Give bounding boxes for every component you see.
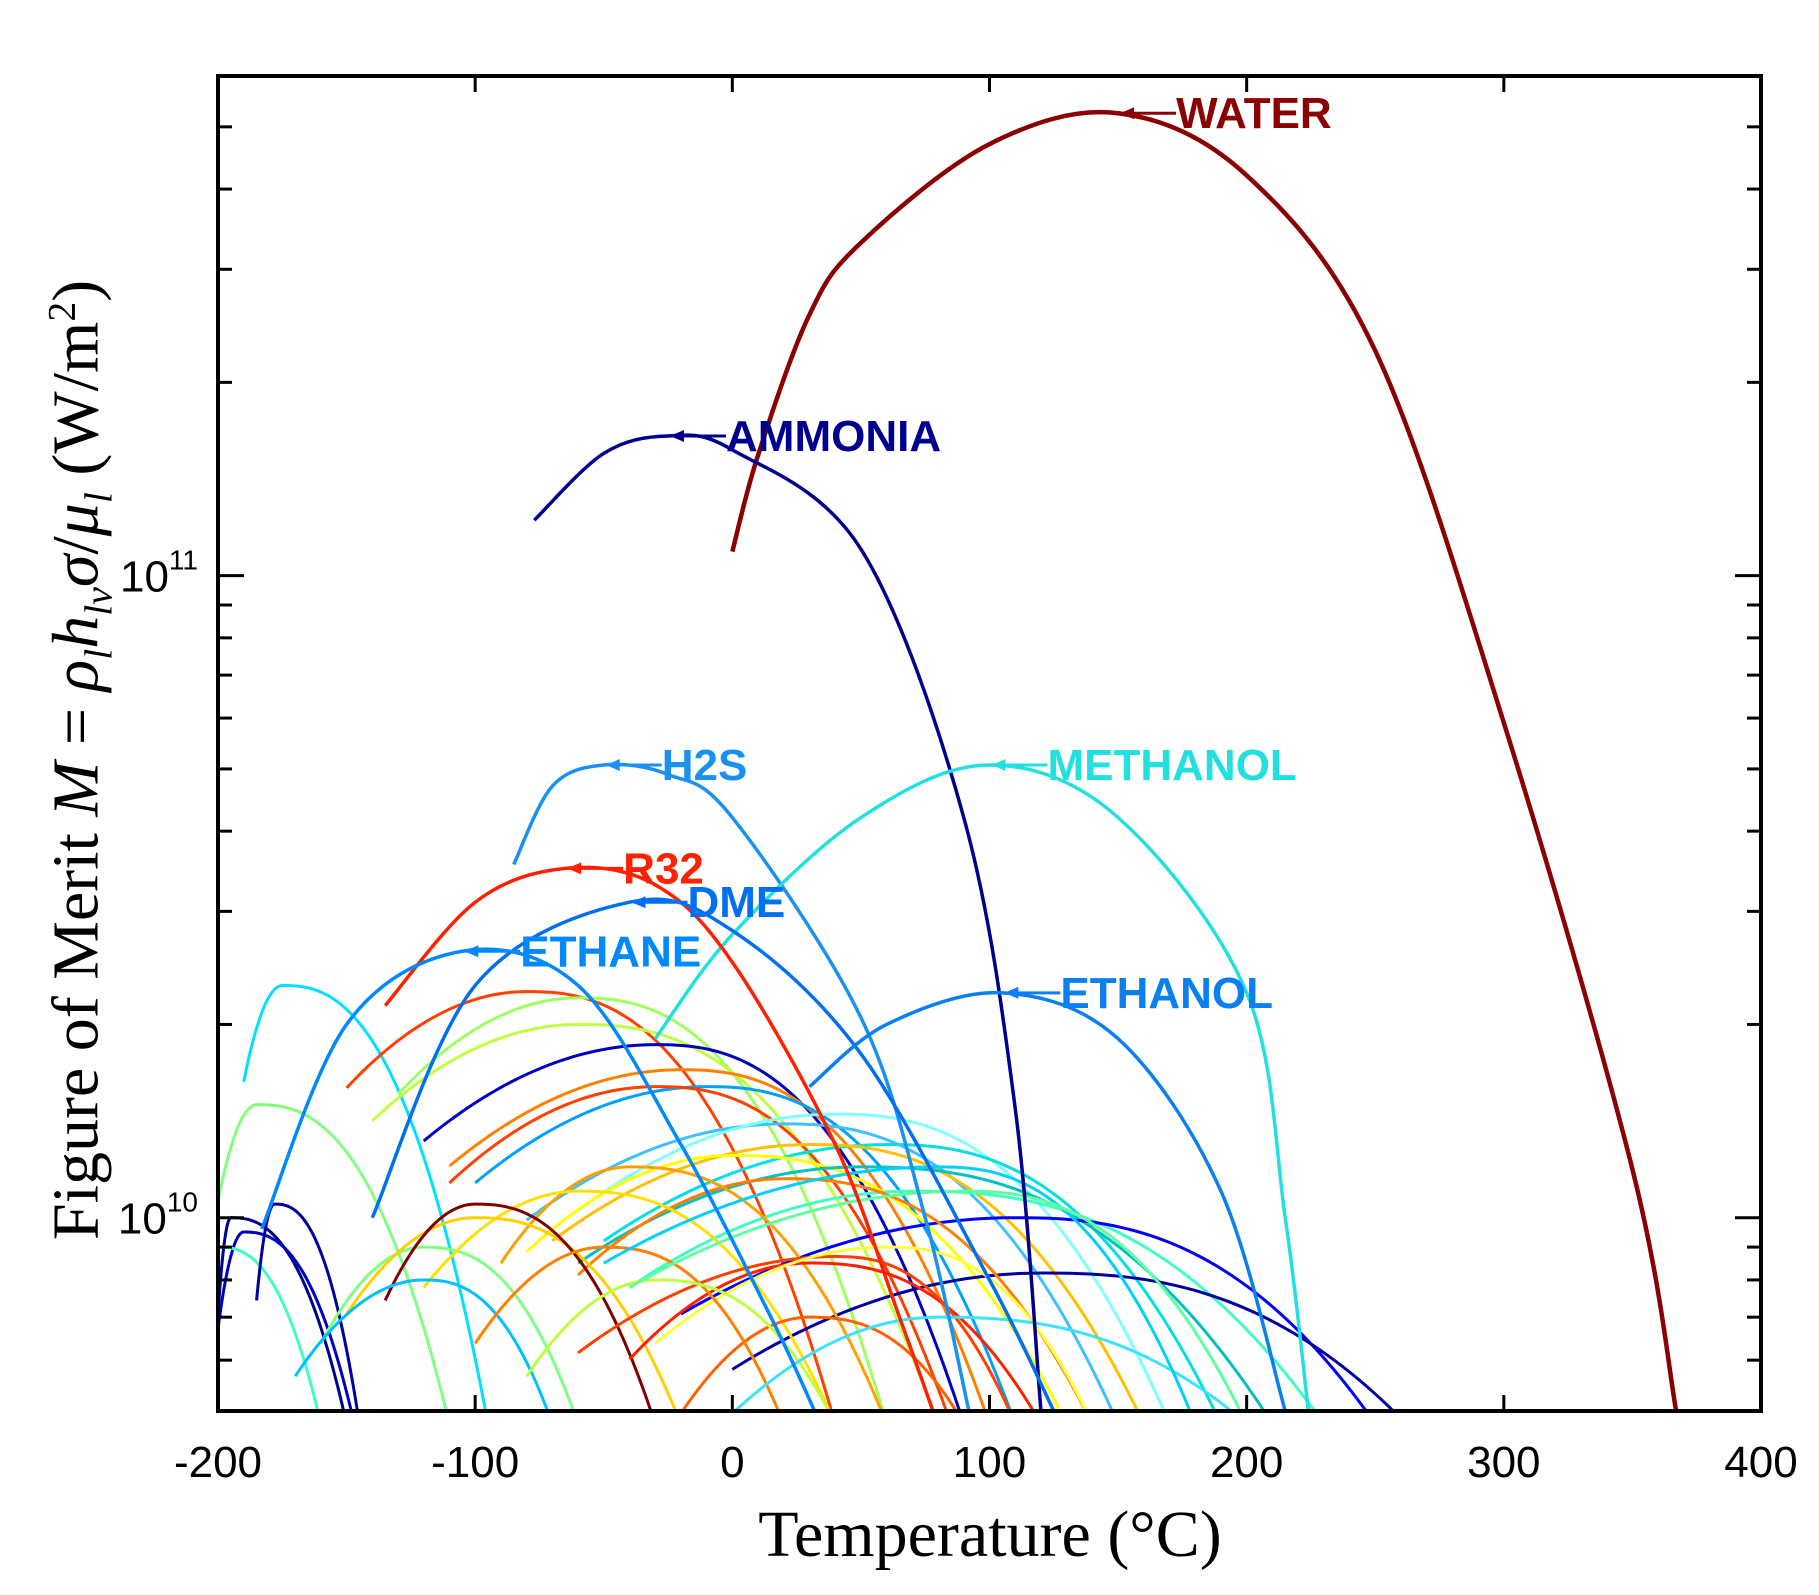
series-curve-8 [396,996,885,1411]
series-curve-h2s [512,762,971,1411]
series-curve-35 [732,1315,1234,1411]
arrow-head-icon [567,862,582,875]
series-curve-30 [680,1315,958,1411]
x-axis-label: Temperature (°C) [758,1498,1222,1571]
annotation-methanol: METHANOL [991,741,1297,790]
x-tick-label: 100 [953,1438,1026,1487]
arrow-head-icon [1004,986,1019,999]
series-curve-26 [345,1216,678,1411]
x-tick-label: -200 [174,1438,262,1487]
curve-label: ETHANE [520,927,701,976]
annotation-r32: R32 [567,844,704,893]
series-curve-23 [577,1177,1088,1411]
x-tick-label: 400 [1724,1438,1797,1487]
series-curve-12 [474,1085,1013,1411]
curves-layer [218,109,1679,1411]
arrow-head-icon [991,759,1006,772]
series-curve-ethane [260,947,817,1411]
curve-label: AMMONIA [726,412,941,461]
series-curve-16 [602,1143,1217,1411]
x-tick-label: 0 [720,1438,744,1487]
series-curve-methanol [653,763,1311,1411]
series-curve-25 [422,1189,832,1411]
arrow-head-icon [670,429,685,442]
series-curve-7 [345,990,834,1411]
curve-label: WATER [1176,89,1332,138]
series-curve-9 [371,1022,935,1411]
series-curve-36 [603,1165,1192,1411]
y-axis-label: Figure of Merit M = ρlhlvσ/μl (W/m2) [39,279,121,1241]
x-tick-label: 300 [1467,1438,1540,1487]
series-curve-10 [422,1043,962,1411]
series-curve-4 [255,1202,359,1411]
y-tick-label: 1010 [118,1187,198,1244]
series-curve-water [730,109,1679,1411]
annotation-dme: DME [631,878,785,927]
curve-label: R32 [623,844,704,893]
series-curve-15 [577,1112,1166,1411]
series-curve-5 [242,983,488,1411]
series-curve-29 [577,1255,1012,1411]
series-curve-ethanol [808,990,1287,1411]
arrow-head-icon [631,896,646,909]
axes-layer: -200 -100 0 100 200 300 400 1010 1011 [118,74,1798,1487]
arrow-head-icon [1120,107,1135,120]
series-curve-ammonia [533,433,1043,1411]
annotation-water: WATER [1120,89,1332,138]
series-curve-3 [218,1103,448,1411]
annotation-h2s: H2S [605,741,748,790]
curve-label: DME [687,878,785,927]
curve-label: H2S [662,741,748,790]
annotation-ammonia: AMMONIA [670,412,941,461]
x-tick-label: -100 [431,1438,519,1487]
series-curve-13 [448,1085,948,1411]
series-curve-2 [218,1245,320,1411]
series-curve-28 [628,1261,1036,1411]
series-curve-r32 [383,865,935,1411]
series-curve-17 [551,1143,1140,1411]
series-curve-32 [293,1278,550,1411]
series-curve-14 [525,1122,1114,1411]
series-curve-27 [383,1202,653,1411]
curve-label: METHANOL [1048,741,1297,790]
series-curve-11 [448,1068,987,1411]
series-curve-33 [473,1245,781,1411]
arrow-head-icon [464,945,479,958]
annotation-ethane: ETHANE [464,927,701,976]
annotation-ethanol: ETHANOL [1004,969,1273,1018]
curve-label: ETHANOL [1060,969,1273,1018]
x-tick-label: 200 [1210,1438,1283,1487]
arrow-head-icon [605,759,620,772]
series-curve-1 [218,1230,353,1411]
series-curve-22 [731,1271,1396,1411]
series-curve-dme [370,897,1056,1411]
series-curve-6 [319,1245,576,1411]
y-tick-label: 1011 [120,545,198,602]
